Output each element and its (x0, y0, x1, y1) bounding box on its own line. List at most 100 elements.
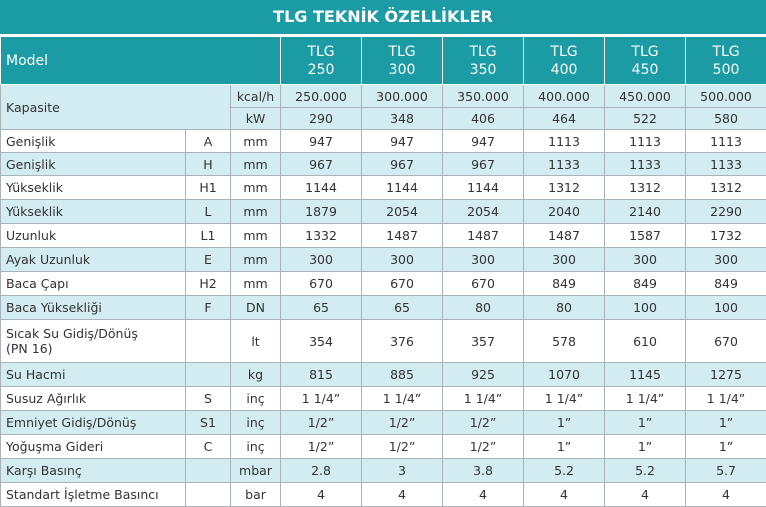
value-cell: 1113 (604, 129, 687, 153)
value-cell: 1487 (442, 223, 525, 248)
value-cell: 250.000 (280, 84, 363, 108)
value-cell: 815 (280, 362, 363, 387)
value-cell: 1 1/4” (442, 386, 525, 411)
code-cell: H2 (185, 271, 231, 296)
value-cell: 885 (361, 362, 444, 387)
value-cell: 65 (361, 295, 444, 320)
value-cell: 300 (685, 247, 766, 272)
row-label: Genişlik (0, 152, 186, 176)
value-cell: 967 (442, 152, 525, 176)
code-cell (185, 458, 231, 483)
row-label: Susuz Ağırlık (0, 386, 186, 411)
unit-cell: mm (229, 223, 282, 248)
value-cell: 849 (523, 271, 606, 296)
value-cell: 290 (280, 107, 363, 130)
header-line: TLG (388, 43, 416, 60)
value-cell: 300 (523, 247, 606, 272)
value-cell: 5.2 (523, 458, 606, 483)
code-cell: H1 (185, 175, 231, 200)
header-line: TLG (307, 43, 335, 60)
value-cell: 1144 (280, 175, 363, 200)
value-cell: 4 (685, 482, 766, 507)
value-cell: 300.000 (361, 84, 444, 108)
value-cell: 1133 (685, 152, 766, 176)
value-cell: 1312 (523, 175, 606, 200)
value-cell: 925 (442, 362, 525, 387)
row-label: Kapasite (0, 84, 231, 130)
code-cell: S1 (185, 410, 231, 435)
row-label: Yükseklik (0, 175, 186, 200)
value-cell: 5.2 (604, 458, 687, 483)
value-cell: 350.000 (442, 84, 525, 108)
value-cell: 1133 (604, 152, 687, 176)
value-cell: 1” (604, 434, 687, 459)
unit-cell: kW (229, 107, 282, 130)
row-label: Baca Yüksekliği (0, 295, 186, 320)
value-cell: 1/2” (280, 410, 363, 435)
value-cell: 1/2” (361, 410, 444, 435)
table-row: Uzunluk L1 mm 1332 1487 1487 1487 1587 1732 (0, 223, 766, 248)
unit-cell: mm (229, 129, 282, 153)
header-line: 500 (712, 61, 740, 78)
header-cell: TLG 500 (685, 36, 766, 85)
value-cell: 3 (361, 458, 444, 483)
value-cell: 670 (685, 319, 766, 363)
label-line: (PN 16) (6, 341, 53, 356)
value-cell: 100 (604, 295, 687, 320)
value-cell: 1” (523, 434, 606, 459)
value-cell: 967 (361, 152, 444, 176)
value-cell: 354 (280, 319, 363, 363)
value-cell: 578 (523, 319, 606, 363)
value-cell: 1587 (604, 223, 687, 248)
value-cell: 2290 (685, 199, 766, 224)
value-cell: 1879 (280, 199, 363, 224)
row-label: Su Hacmi (0, 362, 186, 387)
header-row: Model TLG 250 TLG 300 TLG 350 TLG 400 TLG 450 TLG 50… (0, 36, 766, 85)
value-cell: 1332 (280, 223, 363, 248)
table-row: Kapasite kcal/h 250.000 300.000 350.000 400.0… (0, 84, 766, 130)
value-cell: 1113 (523, 129, 606, 153)
label-line: Genişlik (6, 156, 56, 172)
value-cell: 450.000 (604, 84, 687, 108)
value-cell: 4 (361, 482, 444, 507)
value-cell: 300 (280, 247, 363, 272)
unit-cell: mm (229, 175, 282, 200)
value-cell: 2040 (523, 199, 606, 224)
unit-cell: inç (229, 386, 282, 411)
header-line: 400 (550, 61, 578, 78)
value-cell: 300 (361, 247, 444, 272)
code-cell (185, 482, 231, 507)
value-cell: 670 (280, 271, 363, 296)
header-cell: TLG 250 (280, 36, 363, 85)
header-line: TLG (712, 43, 740, 60)
unit-cell: lt (229, 319, 282, 363)
code-cell: L (185, 199, 231, 224)
label-line: Baca Çapı (6, 276, 69, 291)
value-cell: 100 (685, 295, 766, 320)
header-line: 250 (307, 61, 335, 78)
table-row: Yükseklik H1 mm 1144 1144 1144 1312 1312 1312 (0, 175, 766, 200)
header-cell: TLG 350 (442, 36, 525, 85)
row-label: Baca Çapı (0, 271, 186, 296)
value-cell: 1” (604, 410, 687, 435)
value-cell: 80 (523, 295, 606, 320)
header-line: 350 (469, 61, 497, 78)
unit-cell: mm (229, 271, 282, 296)
value-cell: 1” (685, 434, 766, 459)
label-line: Yükseklik (6, 180, 63, 195)
value-cell: 1” (523, 410, 606, 435)
row-label: Yoğuşma Gideri (0, 434, 186, 459)
table-title: TLG TEKNİK ÖZELLİKLER (0, 0, 766, 34)
unit-cell: DN (229, 295, 282, 320)
unit-cell: mbar (229, 458, 282, 483)
value-cell: 4 (604, 482, 687, 507)
value-cell: 2054 (442, 199, 525, 224)
value-cell: 1/2” (361, 434, 444, 459)
value-cell: 1 1/4” (361, 386, 444, 411)
table-row: Su Hacmi kg 815 885 925 1070 1145 1275 (0, 362, 766, 387)
unit-cell: kcal/h (229, 84, 282, 108)
value-cell: 500.000 (685, 84, 766, 108)
value-cell: 1 1/4” (280, 386, 363, 411)
